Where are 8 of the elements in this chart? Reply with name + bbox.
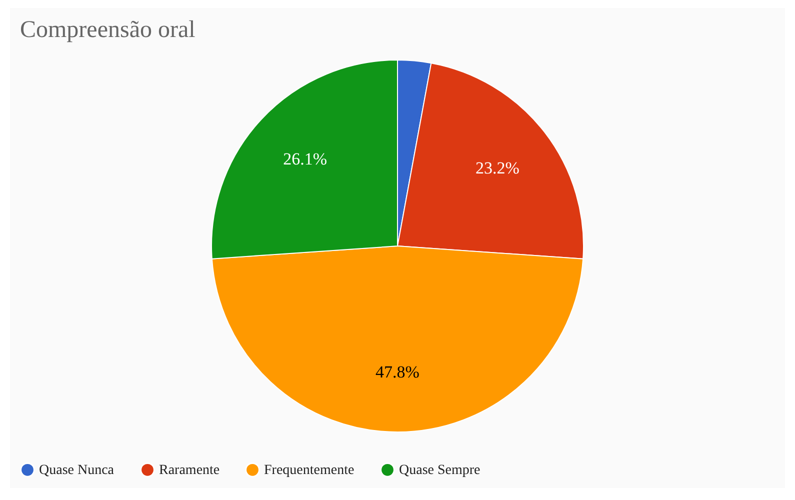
legend-label: Quase Sempre — [399, 462, 480, 478]
data-label: 47.8% — [376, 362, 420, 382]
data-label: 26.1% — [283, 150, 327, 169]
legend-label: Frequentemente — [264, 462, 354, 478]
legend-label: Raramente — [159, 462, 220, 478]
legend-label: Quase Nunca — [39, 462, 115, 478]
data-label: 23.2% — [475, 158, 520, 178]
chart-title: Compreensão oral — [20, 17, 196, 43]
